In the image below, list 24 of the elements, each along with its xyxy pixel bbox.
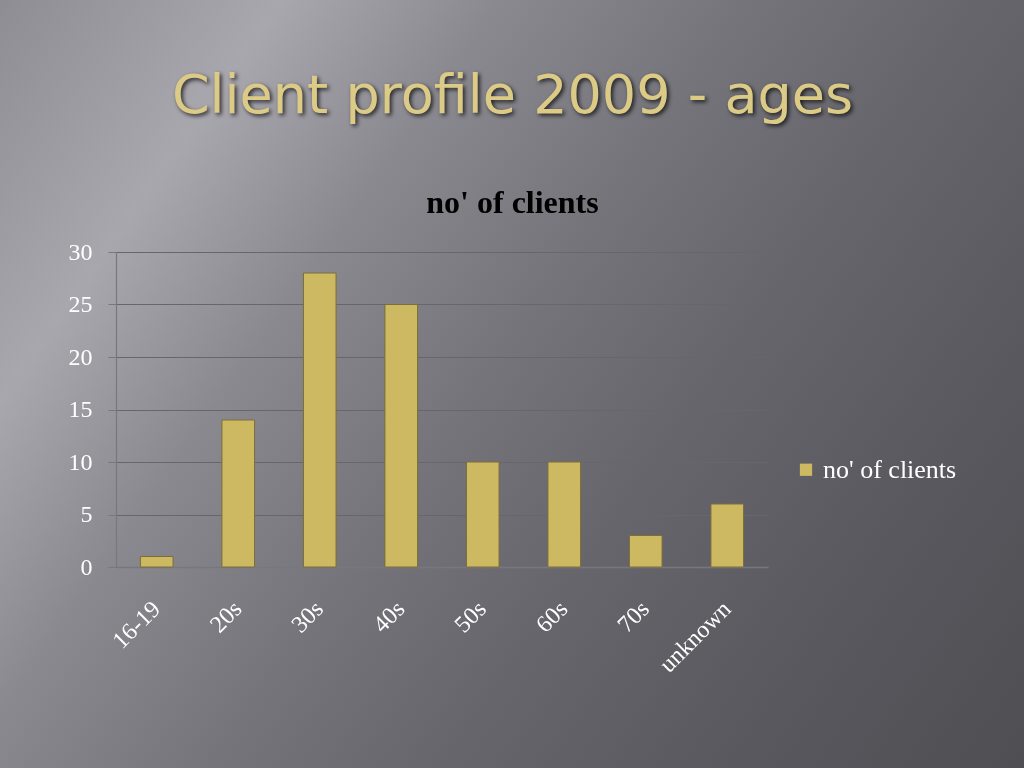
y-tick-label: 15 (68, 396, 93, 422)
y-tick-label: 30 (68, 238, 93, 265)
bar (302, 272, 337, 568)
y-tick-label: 25 (68, 291, 93, 317)
y-tick-label: 0 (80, 553, 93, 580)
bar (221, 419, 256, 568)
y-tick-label: 10 (68, 448, 93, 475)
bar (628, 535, 663, 568)
bar (384, 304, 419, 568)
y-tick-label: 20 (68, 343, 93, 370)
x-tick-label: 70s (612, 595, 655, 638)
bar (139, 556, 174, 568)
x-tick-label: 50s (449, 595, 492, 638)
chart-title: Client profile 2009 - ages (171, 63, 854, 126)
chart-subtitle: no' of clients (426, 184, 599, 220)
x-tick-label: 30s (286, 595, 329, 638)
bar (547, 461, 582, 568)
x-tick-label: 60s (530, 595, 573, 638)
y-tick-label: 5 (80, 501, 93, 527)
bar (710, 503, 745, 568)
bar (465, 461, 500, 568)
x-tick-label: 40s (367, 595, 410, 638)
text: no' of clients (823, 454, 957, 484)
x-tick-label: 20s (204, 595, 247, 638)
